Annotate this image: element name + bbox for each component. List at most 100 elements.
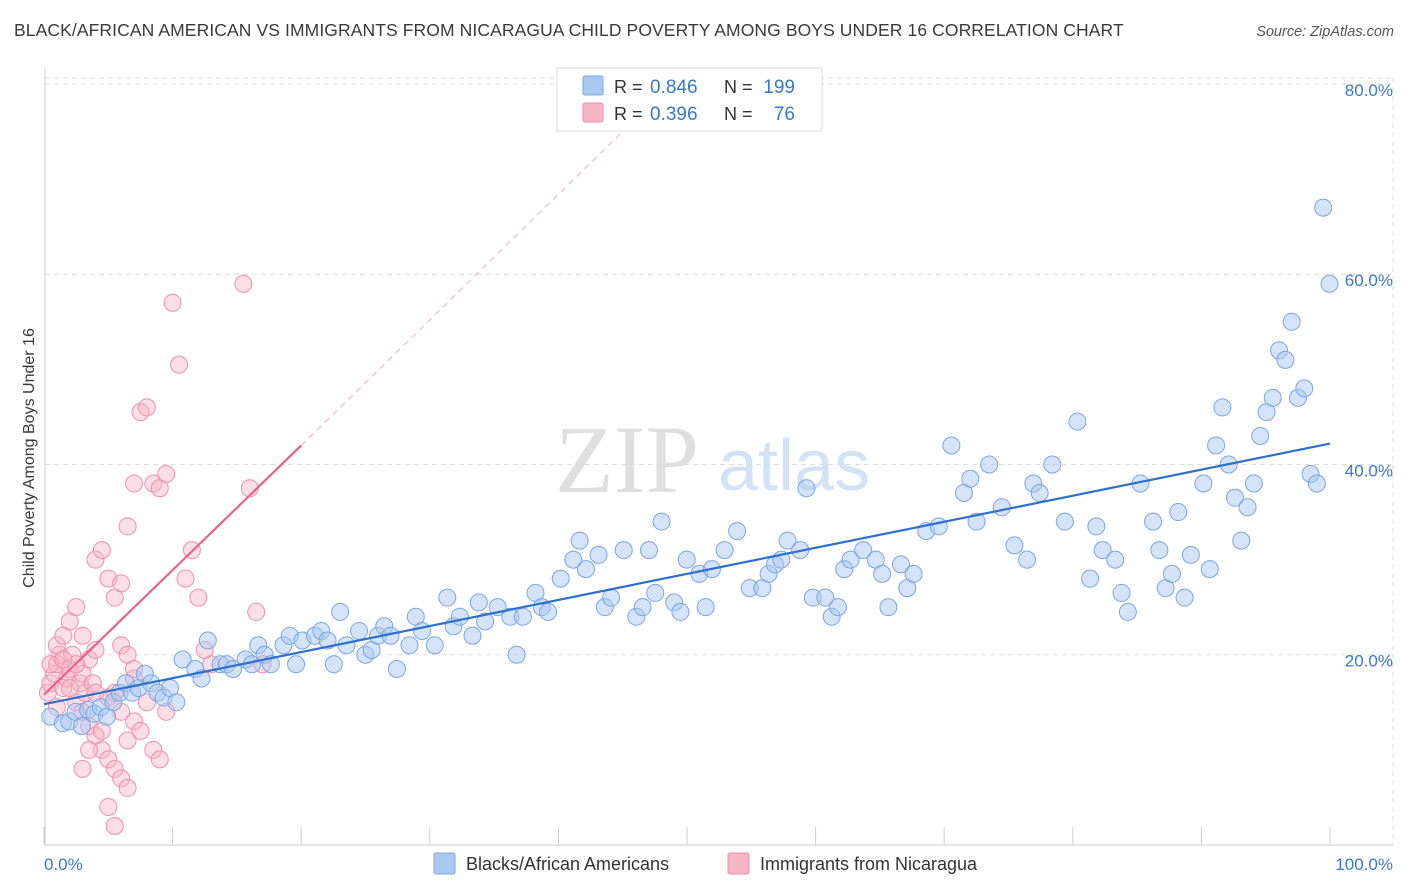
gridlines bbox=[45, 77, 1394, 845]
watermark-zip: ZIP bbox=[555, 406, 699, 513]
point-black bbox=[1225, 488, 1244, 507]
point-black bbox=[1200, 560, 1219, 579]
point-black bbox=[1181, 545, 1200, 564]
point-black bbox=[1018, 550, 1037, 569]
trend-lines bbox=[43, 131, 1331, 706]
x-tick-label-start: 0.0% bbox=[44, 855, 83, 874]
trend-line-nicaragua-extension bbox=[300, 131, 624, 446]
point-nicaragua bbox=[131, 721, 150, 740]
point-nicaragua bbox=[131, 403, 150, 422]
point-nicaragua bbox=[99, 797, 118, 816]
point-black bbox=[513, 607, 532, 626]
point-nicaragua bbox=[189, 588, 208, 607]
point-black bbox=[324, 655, 343, 674]
point-black bbox=[1118, 602, 1137, 621]
point-nicaragua bbox=[112, 636, 131, 655]
point-black bbox=[891, 555, 910, 574]
point-nicaragua bbox=[170, 355, 189, 374]
point-black bbox=[72, 717, 91, 736]
legend-r-label-1: R = bbox=[614, 77, 643, 97]
legend-n-label-2: N = bbox=[724, 104, 753, 124]
point-black bbox=[400, 636, 419, 655]
point-nicaragua bbox=[99, 750, 118, 769]
point-black bbox=[576, 560, 595, 579]
point-black bbox=[469, 593, 488, 612]
point-nicaragua bbox=[125, 712, 144, 731]
series-black-points bbox=[41, 198, 1339, 736]
series-legend: Blacks/African Americans Immigrants from… bbox=[433, 852, 978, 875]
point-nicaragua bbox=[125, 474, 144, 493]
point-black bbox=[1276, 350, 1295, 369]
point-black bbox=[1169, 503, 1188, 522]
point-black bbox=[387, 660, 406, 679]
point-black bbox=[816, 588, 835, 607]
point-black bbox=[1087, 517, 1106, 536]
bottom-legend-label-pink: Immigrants from Nicaragua bbox=[760, 854, 978, 874]
legend-n-value-1: 199 bbox=[763, 77, 795, 98]
legend-r-label-2: R = bbox=[614, 104, 643, 124]
point-nicaragua bbox=[118, 517, 137, 536]
point-black bbox=[331, 602, 350, 621]
legend-n-label-1: N = bbox=[724, 77, 753, 97]
point-black bbox=[192, 669, 211, 688]
point-black bbox=[1207, 436, 1226, 455]
legend-swatch-pink bbox=[582, 102, 604, 123]
point-black bbox=[539, 602, 558, 621]
watermark: ZIP atlas bbox=[555, 406, 870, 513]
point-black bbox=[450, 607, 469, 626]
point-black bbox=[173, 650, 192, 669]
point-black bbox=[1106, 550, 1125, 569]
legend-n-value-2: 76 bbox=[774, 104, 795, 125]
point-black bbox=[476, 612, 495, 631]
legend-r-value-2: 0.396 bbox=[650, 104, 698, 125]
point-black bbox=[564, 550, 583, 569]
point-black bbox=[879, 598, 898, 617]
point-black bbox=[438, 588, 457, 607]
point-nicaragua bbox=[92, 740, 111, 759]
point-black bbox=[1251, 426, 1270, 445]
point-black bbox=[602, 588, 621, 607]
point-nicaragua bbox=[105, 759, 124, 778]
y-tick-label: 60.0% bbox=[1345, 271, 1393, 290]
point-black bbox=[589, 545, 608, 564]
point-nicaragua bbox=[54, 679, 73, 698]
point-nicaragua bbox=[67, 598, 86, 617]
point-black bbox=[425, 636, 444, 655]
bottom-legend-swatch-blue bbox=[433, 852, 456, 875]
point-black bbox=[1295, 379, 1314, 398]
point-nicaragua bbox=[137, 398, 156, 417]
point-nicaragua bbox=[144, 474, 163, 493]
point-black bbox=[1194, 474, 1213, 493]
point-nicaragua bbox=[176, 569, 195, 588]
point-black bbox=[696, 598, 715, 617]
point-black bbox=[570, 531, 589, 550]
series-nicaragua-points bbox=[38, 274, 272, 835]
legend-r-value-1: 0.846 bbox=[650, 77, 698, 98]
point-black bbox=[841, 550, 860, 569]
point-black bbox=[778, 531, 797, 550]
point-black bbox=[942, 436, 961, 455]
point-black bbox=[854, 541, 873, 560]
point-black bbox=[1144, 512, 1163, 531]
point-black bbox=[1093, 541, 1112, 560]
point-black bbox=[198, 631, 217, 650]
point-black bbox=[652, 512, 671, 531]
point-black bbox=[1238, 498, 1257, 517]
point-nicaragua bbox=[144, 740, 163, 759]
point-nicaragua bbox=[234, 274, 253, 293]
x-tick-labels: 0.0% 100.0% bbox=[44, 855, 1393, 874]
point-black bbox=[677, 550, 696, 569]
point-black bbox=[1081, 569, 1100, 588]
point-black bbox=[633, 598, 652, 617]
point-black bbox=[1213, 398, 1232, 417]
point-black bbox=[551, 569, 570, 588]
point-black bbox=[1282, 312, 1301, 331]
point-black bbox=[287, 655, 306, 674]
point-black bbox=[1263, 388, 1282, 407]
point-nicaragua bbox=[80, 740, 99, 759]
legend-swatch-blue bbox=[582, 75, 604, 96]
point-black bbox=[1043, 455, 1062, 474]
point-black bbox=[904, 564, 923, 583]
point-black bbox=[646, 583, 665, 602]
point-black bbox=[967, 512, 986, 531]
